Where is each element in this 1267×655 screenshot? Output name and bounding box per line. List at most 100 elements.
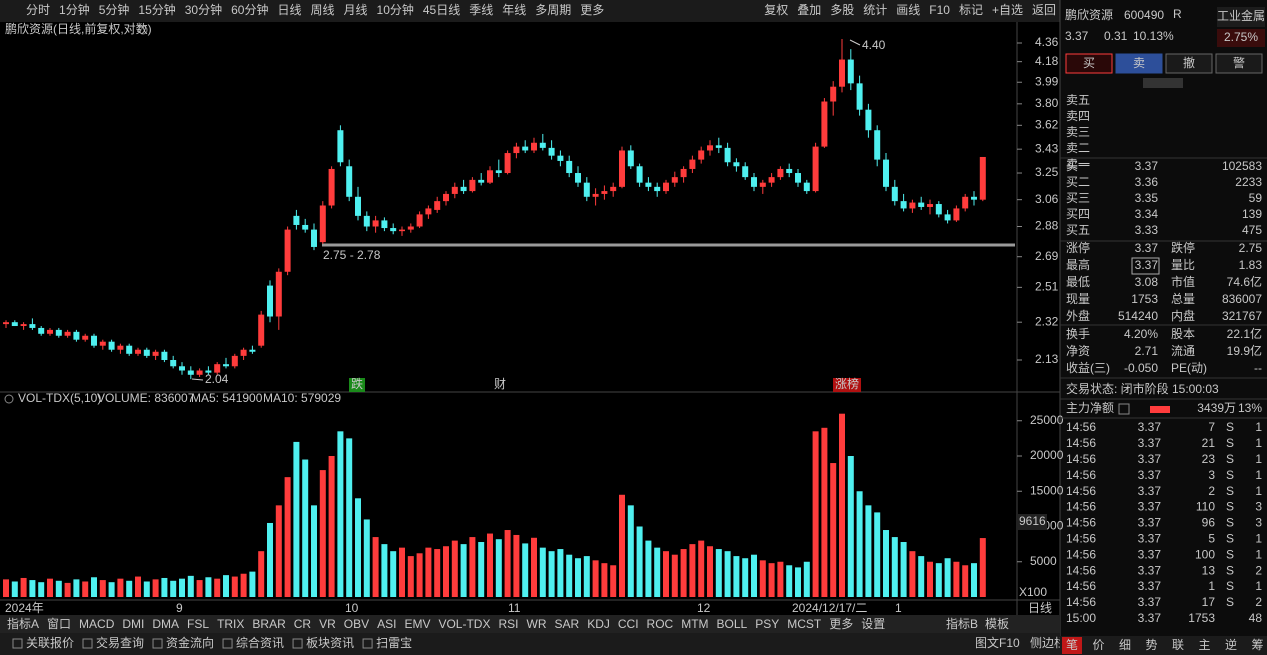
- tool-button[interactable]: F10: [929, 3, 950, 17]
- indicator-tab[interactable]: PSY: [755, 617, 779, 631]
- candle-body: [768, 177, 775, 183]
- side-tab[interactable]: 主: [1198, 638, 1210, 652]
- indicator-tab[interactable]: VOL-TDX: [438, 617, 490, 631]
- volume-bar: [627, 505, 634, 597]
- period-tab[interactable]: 60分钟: [231, 2, 268, 17]
- period-tab[interactable]: 15分钟: [138, 2, 175, 17]
- indicator-right[interactable]: 指标B: [946, 616, 978, 631]
- candle-body: [64, 331, 71, 336]
- volume-bar: [425, 547, 432, 597]
- side-tab[interactable]: 逆: [1225, 637, 1237, 652]
- indicator-tab[interactable]: MCST: [787, 617, 822, 631]
- period-tab[interactable]: 更多: [580, 3, 604, 17]
- stat-label: 涨停: [1066, 240, 1090, 255]
- bottom-right[interactable]: 图文F10: [975, 635, 1020, 650]
- indicator-tab[interactable]: BOLL: [717, 617, 748, 631]
- trade-button-label[interactable]: 买: [1083, 56, 1095, 70]
- indicator-tab[interactable]: DMI: [122, 617, 144, 631]
- period-tab[interactable]: 1分钟: [59, 2, 90, 17]
- trade-button[interactable]: [1215, 53, 1263, 74]
- tool-button[interactable]: 统计: [863, 3, 887, 17]
- event-marker-bg: [349, 378, 366, 392]
- trade-button-label[interactable]: 警: [1233, 55, 1245, 70]
- trade-button[interactable]: [1115, 53, 1163, 74]
- candle-body: [425, 208, 432, 215]
- tick-side: S: [1226, 516, 1234, 530]
- period-tab[interactable]: 年线: [502, 3, 526, 17]
- indicator-tab[interactable]: MACD: [79, 617, 115, 631]
- candle-body: [390, 228, 397, 232]
- tool-button[interactable]: 画线: [896, 3, 920, 17]
- indicator-tab[interactable]: 窗口: [47, 617, 71, 631]
- trade-button-label[interactable]: 卖: [1133, 56, 1145, 70]
- indicator-tab[interactable]: ROC: [647, 617, 674, 631]
- indicator-tab[interactable]: CCI: [618, 617, 639, 631]
- volume-bar: [302, 459, 309, 597]
- indicator-right[interactable]: 模板: [985, 617, 1009, 631]
- side-tab[interactable]: 笔: [1066, 637, 1078, 652]
- indicator-tab[interactable]: VR: [319, 617, 336, 631]
- indicator-tab[interactable]: FSL: [187, 617, 209, 631]
- bottom-tab[interactable]: 资金流向: [166, 635, 214, 650]
- volume-bar: [944, 558, 951, 597]
- indicator-tab[interactable]: OBV: [344, 617, 369, 631]
- bottom-right[interactable]: 侧边栏: [1030, 635, 1066, 650]
- period-tab[interactable]: 5分钟: [99, 2, 130, 17]
- indicator-tab[interactable]: 指标A: [7, 616, 39, 631]
- trade-button[interactable]: [1165, 53, 1213, 74]
- side-tab[interactable]: 筹: [1251, 638, 1263, 652]
- period-tab[interactable]: 10分钟: [377, 2, 414, 17]
- tick-time: 14:56: [1066, 436, 1096, 450]
- candle-body: [47, 329, 53, 334]
- period-tab[interactable]: 45日线: [423, 3, 460, 17]
- indicator-tab[interactable]: MTM: [681, 617, 708, 631]
- period-tab[interactable]: 分时: [26, 3, 50, 17]
- side-tab[interactable]: 细: [1119, 638, 1131, 652]
- indicator-tab[interactable]: CR: [294, 617, 312, 631]
- indicator-tab[interactable]: BRAR: [252, 617, 286, 631]
- tool-button[interactable]: 叠加: [797, 3, 821, 17]
- stat-label: 股本: [1171, 327, 1195, 341]
- tool-button[interactable]: 返回: [1032, 3, 1056, 17]
- candle-body: [619, 150, 625, 187]
- indicator-tab[interactable]: ASI: [377, 617, 396, 631]
- candle-body: [187, 370, 194, 375]
- volume-bar: [830, 463, 837, 597]
- bottom-tab[interactable]: 板块资讯: [306, 636, 354, 650]
- period-tab[interactable]: 30分钟: [185, 2, 222, 17]
- indicator-tab[interactable]: DMA: [152, 617, 179, 631]
- period-tab[interactable]: 月线: [344, 3, 368, 17]
- tool-button[interactable]: 多股: [830, 3, 854, 17]
- bottom-tab[interactable]: 扫雷宝: [376, 636, 412, 650]
- indicator-tab[interactable]: EMV: [404, 617, 430, 631]
- indicator-tab[interactable]: KDJ: [587, 617, 610, 631]
- bottom-tab[interactable]: 综合资讯: [236, 635, 284, 650]
- indicator-tab[interactable]: WR: [527, 617, 547, 631]
- candle-body: [777, 168, 784, 178]
- period-tab[interactable]: 季线: [469, 3, 493, 17]
- tick-volume: 5: [1208, 531, 1215, 545]
- tool-button[interactable]: +自选: [992, 3, 1023, 17]
- candle-body: [830, 86, 837, 102]
- stat-value: -0.050: [1124, 361, 1158, 375]
- indicator-tab[interactable]: TRIX: [217, 617, 244, 631]
- period-tab[interactable]: 多周期: [535, 3, 571, 17]
- bottom-tab[interactable]: 交易查询: [96, 635, 144, 650]
- indicator-tab[interactable]: 设置: [861, 617, 885, 631]
- period-tab[interactable]: 周线: [310, 3, 334, 17]
- trade-button[interactable]: [1065, 53, 1113, 74]
- side-tab[interactable]: 势: [1145, 638, 1157, 652]
- bottom-tab[interactable]: 关联报价: [26, 635, 74, 650]
- side-tab[interactable]: 价: [1092, 638, 1104, 652]
- period-tab[interactable]: 日线: [277, 3, 301, 17]
- tick-count: 1: [1255, 420, 1262, 434]
- trade-button-label[interactable]: 撤: [1183, 55, 1195, 70]
- tool-button[interactable]: 复权: [764, 3, 788, 17]
- tool-button[interactable]: 标记: [959, 3, 983, 17]
- indicator-tab[interactable]: RSI: [498, 617, 518, 631]
- indicator-tab[interactable]: SAR: [555, 617, 580, 631]
- candle-body: [953, 208, 960, 221]
- side-tab[interactable]: 联: [1172, 638, 1184, 652]
- indicator-tab[interactable]: 更多: [829, 617, 853, 631]
